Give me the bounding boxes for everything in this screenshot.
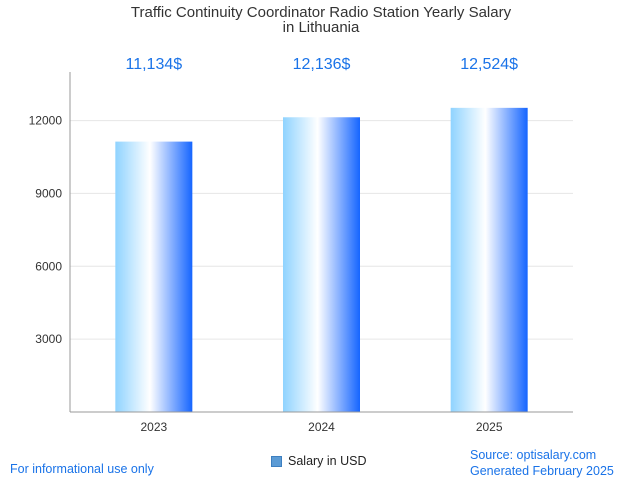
data-label-2024: 12,136$ xyxy=(293,56,351,73)
y-tick-label: 12000 xyxy=(29,114,63,128)
source-info: Source: optisalary.com Generated Februar… xyxy=(470,447,614,479)
x-tick-label-2025: 2025 xyxy=(476,420,503,434)
source-text: Source: optisalary.com xyxy=(470,448,597,462)
bar-2023 xyxy=(115,141,193,413)
legend-label: Salary in USD xyxy=(288,454,367,468)
data-label-2023: 11,134$ xyxy=(126,56,183,73)
disclaimer-text: For informational use only xyxy=(10,462,154,476)
chart-title-line-2: in Lithuania xyxy=(283,19,360,36)
y-tick-label: 3000 xyxy=(35,332,62,346)
chart-title-line-1: Traffic Continuity Coordinator Radio Sta… xyxy=(131,4,512,21)
legend: Salary in USD xyxy=(271,454,367,468)
bar-2025 xyxy=(450,107,528,413)
y-tick-label: 9000 xyxy=(35,186,62,200)
y-tick-label: 6000 xyxy=(35,259,62,273)
data-label-2025: 12,524$ xyxy=(460,56,518,73)
bar-2024 xyxy=(283,117,360,413)
generated-text: Generated February 2025 xyxy=(470,464,614,478)
x-tick-label-2024: 2024 xyxy=(308,420,335,434)
x-tick-label-2023: 2023 xyxy=(140,420,167,434)
legend-swatch xyxy=(271,455,282,467)
